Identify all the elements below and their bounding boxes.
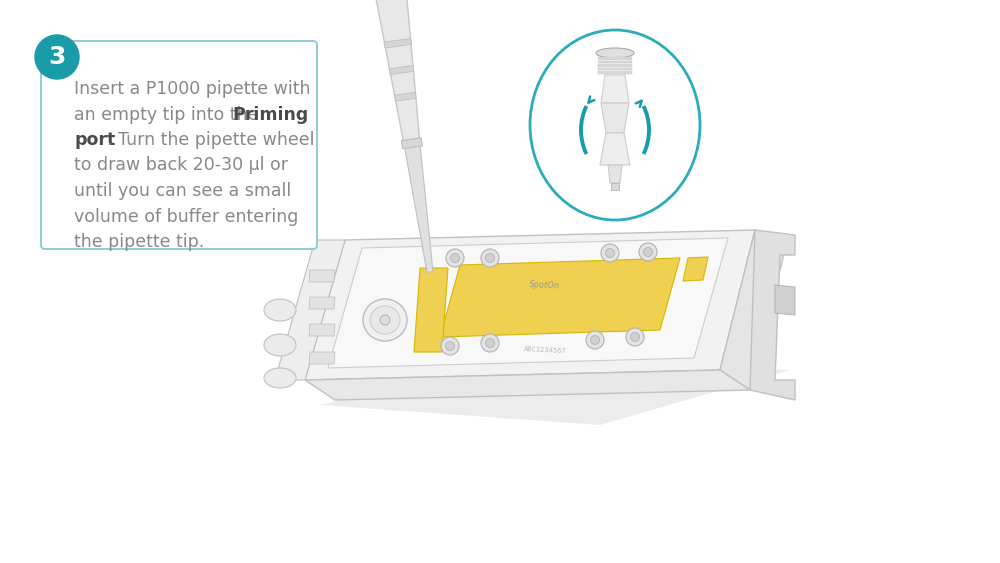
Ellipse shape [264, 368, 296, 388]
Bar [611, 183, 619, 190]
Circle shape [446, 342, 454, 351]
Circle shape [644, 248, 652, 257]
Ellipse shape [380, 315, 390, 325]
Polygon shape [366, 0, 420, 144]
Polygon shape [309, 352, 335, 364]
Polygon shape [683, 257, 708, 281]
Bar [598, 64, 632, 66]
Circle shape [481, 334, 499, 352]
Polygon shape [601, 75, 629, 103]
Polygon shape [309, 270, 335, 282]
Polygon shape [404, 142, 433, 272]
Polygon shape [440, 258, 680, 337]
Circle shape [631, 333, 640, 342]
Ellipse shape [264, 334, 296, 356]
Circle shape [446, 249, 464, 267]
Bar [598, 57, 632, 60]
Polygon shape [601, 103, 629, 133]
Polygon shape [395, 92, 416, 101]
Polygon shape [309, 297, 335, 309]
Polygon shape [309, 324, 335, 336]
Circle shape [450, 253, 460, 262]
Text: ABC1234567: ABC1234567 [524, 346, 566, 354]
Polygon shape [320, 355, 790, 425]
Circle shape [441, 337, 459, 355]
Polygon shape [275, 240, 345, 380]
Bar [598, 60, 632, 63]
Circle shape [35, 35, 79, 79]
Polygon shape [608, 165, 622, 183]
Polygon shape [720, 230, 785, 390]
Circle shape [486, 253, 494, 262]
Circle shape [626, 328, 644, 346]
Polygon shape [750, 230, 795, 400]
Text: until you can see a small: until you can see a small [74, 182, 291, 200]
Text: Insert a P1000 pipette with: Insert a P1000 pipette with [74, 80, 310, 98]
Polygon shape [775, 285, 795, 315]
Text: volume of buffer entering: volume of buffer entering [74, 208, 298, 226]
Polygon shape [384, 38, 412, 48]
Text: the pipette tip.: the pipette tip. [74, 233, 204, 251]
Circle shape [606, 248, 614, 257]
Ellipse shape [530, 30, 700, 220]
Polygon shape [414, 268, 448, 352]
Polygon shape [328, 238, 728, 368]
Text: SpotOn: SpotOn [529, 280, 561, 291]
Polygon shape [305, 370, 750, 400]
Polygon shape [600, 133, 630, 165]
Ellipse shape [264, 299, 296, 321]
Bar [598, 71, 632, 74]
Text: 3: 3 [48, 45, 66, 69]
Polygon shape [389, 65, 414, 75]
Polygon shape [305, 230, 755, 380]
Circle shape [601, 244, 619, 262]
Text: an empty tip into the: an empty tip into the [74, 105, 264, 123]
Circle shape [586, 331, 604, 349]
Circle shape [481, 249, 499, 267]
Text: . Turn the pipette wheel: . Turn the pipette wheel [107, 131, 314, 149]
Circle shape [590, 336, 600, 345]
Polygon shape [401, 138, 422, 149]
Text: to draw back 20-30 µl or: to draw back 20-30 µl or [74, 157, 288, 175]
FancyBboxPatch shape [41, 41, 317, 249]
Ellipse shape [363, 299, 407, 341]
Circle shape [486, 338, 494, 347]
Bar [598, 68, 632, 70]
Ellipse shape [370, 306, 400, 334]
Text: port: port [74, 131, 115, 149]
Ellipse shape [596, 48, 634, 58]
Text: Priming: Priming [232, 105, 308, 123]
Circle shape [639, 243, 657, 261]
